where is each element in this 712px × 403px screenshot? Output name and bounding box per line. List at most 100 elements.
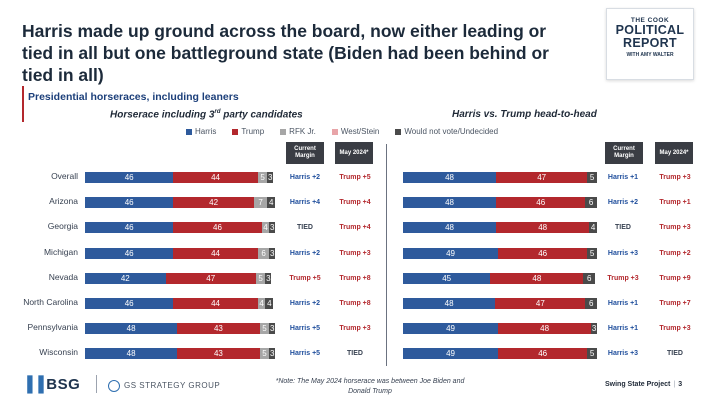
left-seg-pennsylvania-rfk-jr: 5 bbox=[259, 323, 270, 335]
left-seg-wisconsin-harris: 48 bbox=[85, 348, 178, 360]
left-seg-north-carolina-trump: 44 bbox=[173, 298, 258, 309]
right-header-may-2024: May 2024* bbox=[655, 142, 693, 164]
left-may-2024-georgia: Trump +4 bbox=[339, 224, 371, 232]
left-current-margin-michigan: Harris +2 bbox=[289, 249, 321, 257]
right-bar-arizona: 48 46 6 bbox=[403, 197, 597, 209]
logo-line-1: THE COOK bbox=[630, 17, 670, 24]
right-seg-georgia-trump: 48 bbox=[496, 222, 590, 234]
page-number: 3 bbox=[678, 381, 683, 388]
right-seg-wisconsin-harris: 49 bbox=[403, 348, 499, 360]
left-current-margin-pennsylvania: Harris +5 bbox=[289, 325, 321, 333]
left-seg-nevada-harris: 42 bbox=[85, 272, 166, 284]
right-may-2024-overall: Trump +3 bbox=[659, 174, 691, 181]
right-current-margin-michigan: Harris +3 bbox=[607, 249, 639, 257]
legend-label-west-stein: West/Stein bbox=[340, 127, 380, 136]
right-seg-michigan-harris: 49 bbox=[403, 247, 499, 259]
cook-political-report-logo: THE COOK POLITICAL REPORT WITH AMY WALTE… bbox=[606, 8, 694, 80]
left-bar-wisconsin: 48 43 5 3 bbox=[85, 348, 277, 360]
legend-item-west-stein: West/Stein bbox=[331, 127, 380, 136]
left-seg-overall-would-not-vote-undecided: 3 bbox=[267, 172, 274, 183]
left-bar-north-carolina: 46 44 4 4 bbox=[85, 298, 277, 309]
left-current-margin-arizona: Harris +4 bbox=[289, 199, 321, 207]
legend-label-rfk: RFK Jr. bbox=[289, 127, 316, 136]
right-seg-overall-trump: 47 bbox=[496, 172, 588, 183]
section-accent-bar bbox=[22, 86, 24, 122]
right-chart-subtitle: Harris vs. Trump head-to-head bbox=[452, 109, 597, 120]
left-seg-overall-rfk-jr: 5 bbox=[257, 172, 268, 183]
left-seg-michigan-rfk-jr: 6 bbox=[257, 247, 270, 259]
state-label-michigan: Michigan bbox=[43, 246, 78, 257]
legend-item-rfk: RFK Jr. bbox=[280, 127, 316, 136]
left-seg-overall-trump: 44 bbox=[173, 172, 258, 183]
slide-title: Harris made up ground across the board, … bbox=[22, 21, 549, 85]
right-seg-overall-harris: 48 bbox=[403, 172, 497, 183]
right-seg-pennsylvania-harris: 49 bbox=[403, 323, 499, 335]
right-bar-michigan: 49 46 5 bbox=[403, 247, 597, 259]
left-may-2024-nevada: Trump +8 bbox=[339, 274, 371, 282]
right-seg-wisconsin-would-not-vote-undecided: 5 bbox=[587, 348, 597, 360]
right-seg-nevada-would-not-vote-undecided: 6 bbox=[583, 272, 596, 284]
left-seg-michigan-would-not-vote-undecided: 3 bbox=[269, 247, 276, 259]
right-current-margin-nevada: Trump +3 bbox=[607, 274, 639, 282]
logo-line-2: POLITICAL bbox=[615, 23, 685, 37]
right-current-margin-north-carolina: Harris +1 bbox=[607, 300, 639, 307]
left-current-margin-nevada: Trump +5 bbox=[289, 274, 321, 282]
left-may-2024-north-carolina: Trump +8 bbox=[339, 300, 371, 307]
left-seg-arizona-trump: 42 bbox=[173, 197, 254, 209]
left-seg-pennsylvania-trump: 43 bbox=[177, 323, 260, 335]
left-may-2024-arizona: Trump +4 bbox=[339, 199, 371, 207]
left-seg-nevada-would-not-vote-undecided: 3 bbox=[265, 272, 272, 284]
right-seg-michigan-would-not-vote-undecided: 5 bbox=[587, 247, 597, 259]
footer-logo-separator bbox=[96, 375, 97, 393]
legend-swatch-trump bbox=[232, 128, 239, 135]
bsg-bars-icon: ▐▐ bbox=[22, 376, 45, 393]
left-may-2024-michigan: Trump +3 bbox=[339, 249, 371, 257]
legend-swatch-west-stein bbox=[331, 128, 338, 135]
bsg-logo: ▐▐ BSG bbox=[22, 376, 80, 393]
right-seg-georgia-would-not-vote-undecided: 4 bbox=[589, 222, 597, 234]
right-header-current-margin: Current Margin bbox=[605, 142, 643, 164]
logo-line-3: REPORT bbox=[623, 36, 677, 50]
right-current-margin-overall: Harris +1 bbox=[607, 174, 639, 181]
left-seg-michigan-trump: 44 bbox=[173, 247, 258, 259]
legend-label-trump: Trump bbox=[241, 127, 265, 136]
legend-swatch-undecided bbox=[395, 128, 402, 135]
legend-item-undecided: Would not vote/Undecided bbox=[395, 127, 498, 136]
state-label-overall: Overall bbox=[51, 171, 78, 181]
left-bar-overall: 46 44 5 3 bbox=[85, 172, 277, 183]
right-may-2024-north-carolina: Trump +7 bbox=[659, 300, 691, 307]
right-current-margin-georgia: TIED bbox=[615, 224, 631, 232]
chart-divider bbox=[386, 144, 387, 366]
left-seg-nevada-rfk-jr: 5 bbox=[255, 272, 266, 284]
gs-strategy-logo: GS STRATEGY GROUP bbox=[108, 380, 220, 392]
left-seg-north-carolina-harris: 46 bbox=[85, 298, 174, 309]
state-label-georgia: Georgia bbox=[47, 221, 78, 232]
left-seg-wisconsin-would-not-vote-undecided: 3 bbox=[269, 348, 276, 360]
right-may-2024-michigan: Trump +2 bbox=[659, 249, 691, 257]
left-seg-georgia-trump: 46 bbox=[173, 222, 262, 234]
left-seg-michigan-harris: 46 bbox=[85, 247, 174, 259]
footer-project: Swing State Project | 3 bbox=[605, 381, 682, 388]
left-bar-nevada: 42 47 5 3 bbox=[85, 272, 277, 284]
right-seg-pennsylvania-trump: 48 bbox=[498, 323, 592, 335]
legend-swatch-rfk bbox=[280, 128, 287, 135]
chart-legend: Harris Trump RFK Jr. West/Stein Would no… bbox=[186, 127, 498, 136]
right-may-2024-wisconsin: TIED bbox=[667, 350, 683, 358]
left-may-2024-overall: Trump +5 bbox=[339, 174, 371, 181]
footer-project-name: Swing State Project bbox=[605, 381, 671, 388]
legend-swatch-harris bbox=[186, 128, 192, 135]
left-seg-georgia-rfk-jr: 4 bbox=[261, 222, 270, 234]
right-seg-north-carolina-trump: 47 bbox=[495, 298, 586, 309]
legend-item-harris: Harris bbox=[186, 127, 216, 136]
left-seg-wisconsin-rfk-jr: 5 bbox=[259, 348, 270, 360]
left-current-margin-north-carolina: Harris +2 bbox=[289, 300, 321, 307]
left-subtitle-sup: rd bbox=[214, 109, 221, 115]
left-seg-georgia-would-not-vote-undecided: 3 bbox=[269, 222, 276, 234]
right-current-margin-wisconsin: Harris +3 bbox=[607, 350, 639, 358]
right-bar-north-carolina: 48 47 6 bbox=[403, 298, 597, 309]
left-may-2024-pennsylvania: Trump +3 bbox=[339, 325, 371, 333]
right-seg-georgia-harris: 48 bbox=[403, 222, 497, 234]
left-bar-pennsylvania: 48 43 5 3 bbox=[85, 323, 277, 335]
right-seg-overall-would-not-vote-undecided: 5 bbox=[587, 172, 597, 183]
left-bar-michigan: 46 44 6 3 bbox=[85, 247, 277, 259]
